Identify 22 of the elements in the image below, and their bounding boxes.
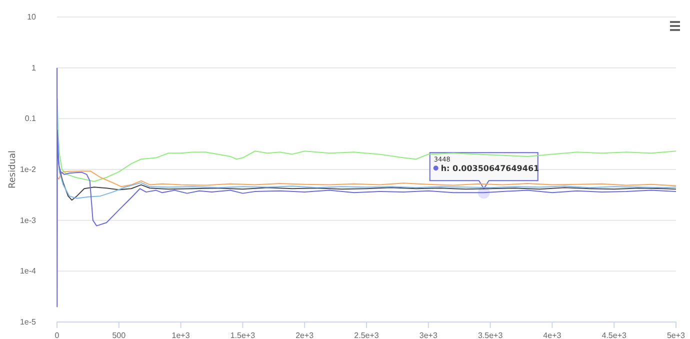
y-tick-label: 10 [27,12,37,22]
x-tick-label: 5e+3 [666,331,686,339]
line-series [56,67,676,308]
x-tick-label: 4e+3 [543,331,562,339]
y-tick-label: 1e-2 [20,165,37,174]
x-tick-label: 3e+3 [419,331,438,339]
y-tick-label: 1 [32,63,37,72]
x-tick-label: 1.5e+3 [230,331,256,339]
y-tick-label: 1e-5 [20,318,37,327]
y-tick-label: 1e-4 [20,266,37,276]
line-series [56,170,676,188]
y-tick-label: 0.1 [24,114,37,124]
x-tick-label: 1e+3 [172,331,190,339]
x-tick-label: 500 [112,331,126,339]
x-tick-label: 0 [54,331,60,339]
line-series [56,98,676,182]
x-tick-label: 4.5e+3 [602,331,627,339]
x-tick-label: 2e+3 [296,331,314,339]
x-tick-label: 2.5e+3 [354,331,380,339]
y-axis-title: Residual [8,150,18,189]
y-tick-label: 1e-3 [20,216,37,225]
x-tick-label: 3.5e+3 [478,331,504,339]
